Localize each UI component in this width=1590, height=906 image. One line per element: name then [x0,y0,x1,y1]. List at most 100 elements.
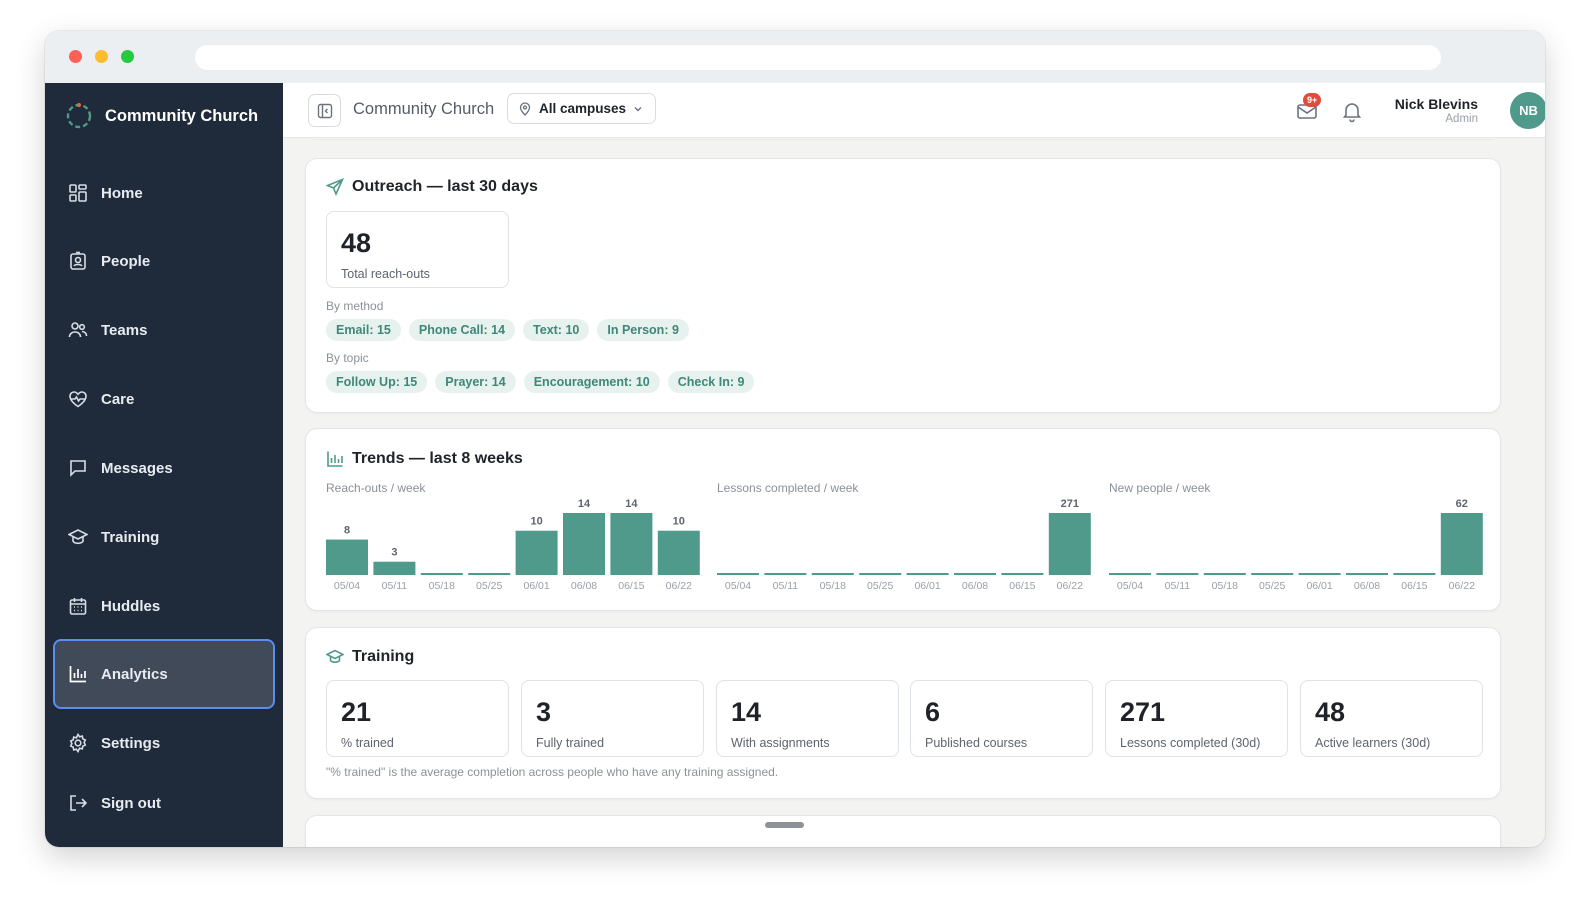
topic-chip: Follow Up: 15 [326,371,428,393]
stat-value: 14 [731,697,762,727]
stat-label: Lessons completed (30d) [1120,736,1261,750]
x-tick-label: 06/01 [523,580,549,592]
browser-titlebar [45,31,1545,83]
x-tick-label: 05/25 [476,580,502,592]
method-chip: Text: 10 [523,319,590,341]
stat-label: Fully trained [536,736,605,750]
next-card [305,815,1501,847]
by-method-label: By method [326,299,384,313]
bar-chart: 8 05/04 3 05/11 05/18 05/25 10 06/01 14 06/08 14 06… [326,498,700,592]
x-tick-label: 06/01 [914,580,940,592]
stat-value: 6 [925,697,941,727]
chart-bar [1440,513,1483,575]
chart-bar [420,573,463,575]
sidebar-item-messages[interactable]: Messages [53,433,275,503]
scroll-handle[interactable] [765,822,804,828]
page-title: Community Church [353,100,495,118]
bell-icon[interactable] [1340,99,1364,123]
sign-out-icon [70,795,88,811]
sidebar-item-label: Training [101,528,160,546]
chart-bar [610,513,653,575]
sidebar-item-label: Sign out [101,794,161,812]
bar-chart-icon [69,666,86,683]
sidebar-item-huddles[interactable]: Huddles [53,571,275,641]
sidebar-item-label: Home [101,184,143,202]
stat-label: % trained [341,736,394,750]
x-tick-label: 05/25 [867,580,893,592]
sidebar-item-people[interactable]: People [53,226,275,296]
graduation-cap-icon [326,649,344,664]
chart-bar [906,573,949,575]
x-tick-label: 06/22 [1449,580,1475,592]
sidebar-item-teams[interactable]: Teams [53,295,275,365]
church-logo-icon [66,103,92,129]
method-chip: Phone Call: 14 [408,319,516,341]
training-stat: 21 % trained [326,680,509,757]
x-tick-label: 06/15 [1009,580,1035,592]
bar-value-label: 14 [625,498,638,510]
sidebar-item-label: Teams [101,321,148,339]
x-tick-label: 06/22 [1057,580,1083,592]
sidebar-collapse-icon [317,103,332,118]
campus-select[interactable]: All campuses [507,93,657,124]
users-icon [68,322,88,338]
sidebar-item-sign-out[interactable]: Sign out [53,768,275,838]
campus-select-value: All campuses [539,101,627,116]
x-tick-label: 05/04 [334,580,360,592]
training-title-text: Training [352,648,415,665]
id-badge-icon [70,251,86,270]
x-tick-label: 06/08 [962,580,988,592]
bar-chart: 05/04 05/11 05/18 05/25 06/01 06/08 06/15 62 06/… [1109,498,1483,592]
by-method-chips: Email: 15 Phone Call: 14 Text: 10 In Per… [326,319,689,341]
outreach-title: Outreach — last 30 days [326,178,538,196]
chart-bar [468,573,511,575]
close-window-button[interactable] [69,50,82,63]
sidebar-item-label: Care [101,390,135,408]
heart-pulse-icon [69,391,87,408]
address-bar[interactable] [195,45,1441,70]
stat-value: 3 [536,697,552,727]
chart-bar [1393,573,1436,575]
total-reach-outs-stat: 48 Total reach-outs [326,211,509,288]
stat-value: 48 [1315,697,1346,727]
outreach-title-text: Outreach — last 30 days [352,178,538,195]
grid-icon [69,184,87,202]
user-name: Nick Blevins [1394,96,1478,112]
bar-chart: 05/04 05/11 05/18 05/25 06/01 06/08 06/15 271 06… [717,498,1091,592]
x-tick-label: 06/15 [1401,580,1427,592]
sidebar-item-analytics[interactable]: Analytics [53,639,275,709]
maximize-window-button[interactable] [121,50,134,63]
main-content: Outreach — last 30 days 48 Total reach-o… [283,139,1545,847]
bar-value-label: 271 [1061,498,1079,510]
x-tick-label: 06/01 [1306,580,1332,592]
x-tick-label: 05/18 [1212,580,1238,592]
sidebar: Community Church Home People Teams Care … [45,83,283,847]
x-tick-label: 05/18 [429,580,455,592]
stat-value: 21 [341,697,372,727]
top-bar: Community Church All campuses 9+ Nick Bl… [283,83,1545,138]
topic-chip: Check In: 9 [667,371,755,393]
method-chip: Email: 15 [326,319,401,341]
chart-bar [1251,573,1294,575]
sidebar-item-label: People [101,252,151,270]
avatar[interactable]: NB [1510,92,1545,129]
sidebar-item-settings[interactable]: Settings [53,708,275,778]
by-topic-label: By topic [326,351,369,365]
minimize-window-button[interactable] [95,50,108,63]
bar-value-label: 3 [391,547,397,559]
brand[interactable]: Community Church [65,101,258,131]
chart-bar [954,573,996,575]
sidebar-item-home[interactable]: Home [53,158,275,228]
user-role: Admin [1445,113,1478,125]
graduation-cap-icon [68,529,88,545]
stat-label: Total reach-outs [341,267,430,281]
training-stat: 3 Fully trained [521,680,704,757]
sidebar-item-training[interactable]: Training [53,502,275,572]
chart-bar [657,530,700,575]
sidebar-item-care[interactable]: Care [53,364,275,434]
training-stat: 271 Lessons completed (30d) [1105,680,1288,757]
training-footnote: "% trained" is the average completion ac… [326,765,779,779]
collapse-sidebar-button[interactable] [308,94,341,127]
bar-chart-icon [327,451,343,467]
bar-value-label: 8 [344,525,350,537]
